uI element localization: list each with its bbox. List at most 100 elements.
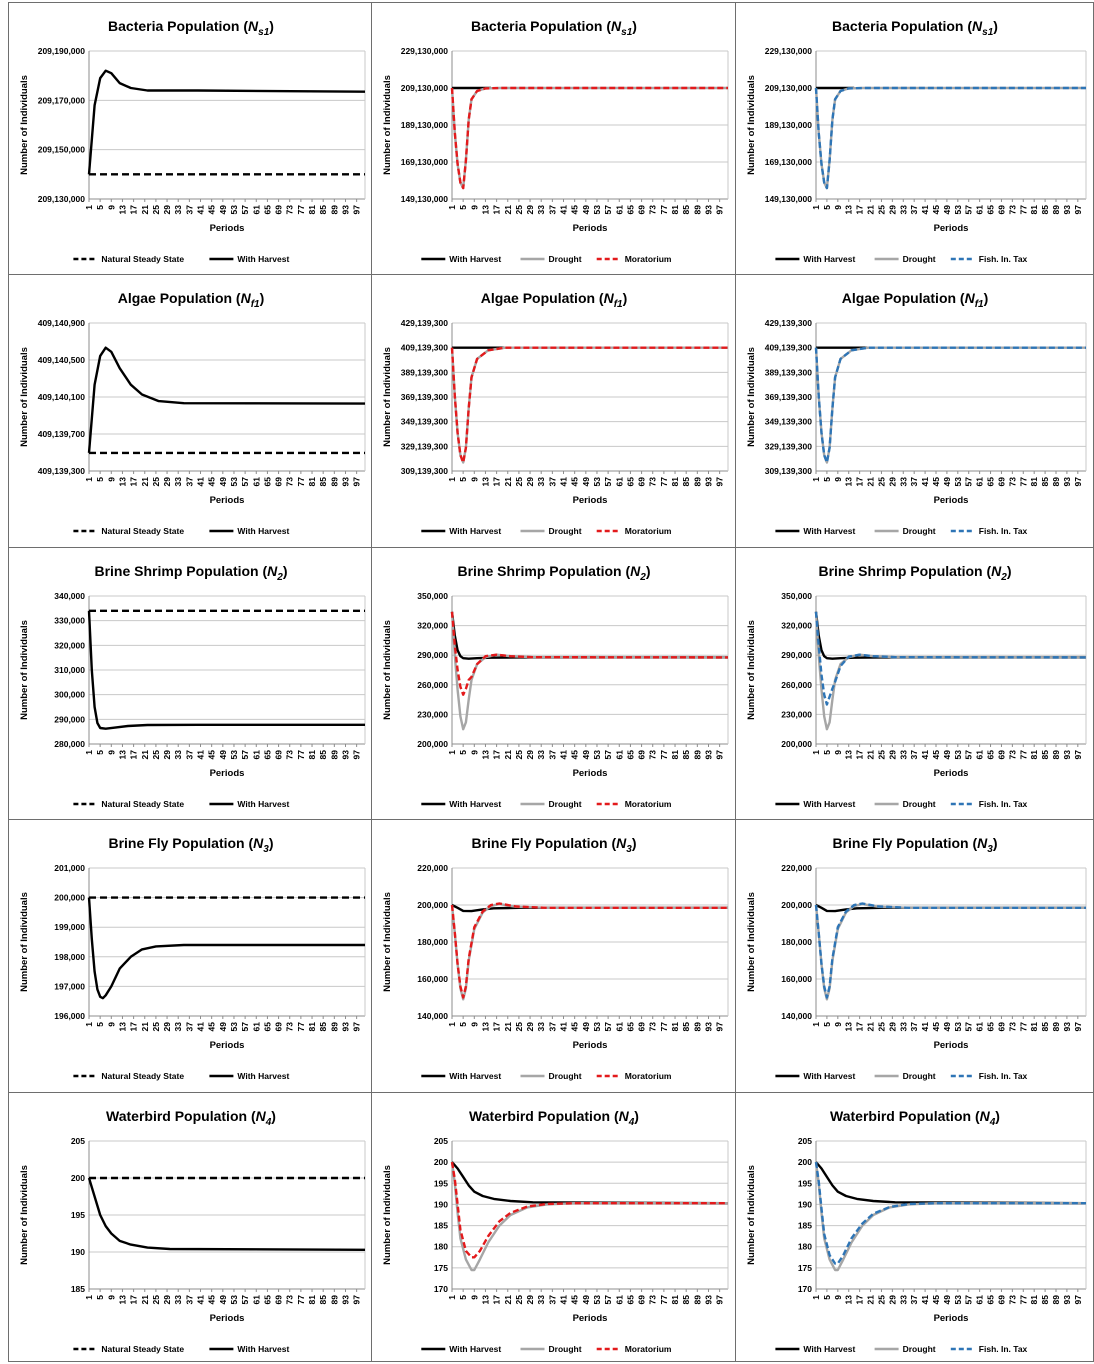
x-tick-label: 85 <box>318 205 328 215</box>
x-tick-label: 49 <box>581 477 591 487</box>
x-axis-title: Periods <box>573 1040 608 1051</box>
x-axis-title: Periods <box>210 495 245 506</box>
chart-svg-c32: Brine Fly Population (N3) 140,000 160,000 1… <box>746 835 1087 1081</box>
x-tick-label: 1 <box>447 477 457 482</box>
legend-label: Drought <box>903 1344 936 1354</box>
x-tick-label: 13 <box>844 1022 854 1032</box>
x-tick-label: 33 <box>536 205 546 215</box>
x-tick-label: 29 <box>525 750 535 760</box>
series-line-drought <box>814 86 1086 190</box>
x-tick-label: 5 <box>822 477 832 482</box>
chart-title: Bacteria Population (Ns1) <box>471 18 637 38</box>
x-tick-label: 41 <box>920 1022 930 1032</box>
x-tick-label: 13 <box>117 750 127 760</box>
y-tick-label: 190 <box>71 1247 85 1257</box>
x-tick-label: 9 <box>469 477 479 482</box>
x-tick-label: 21 <box>866 1022 876 1032</box>
x-tick-label: 49 <box>581 205 591 215</box>
y-tick-label: 290,000 <box>417 650 448 660</box>
legend-label: Drought <box>549 526 582 536</box>
x-tick-label: 37 <box>547 477 557 487</box>
y-tick-label: 189,130,000 <box>765 120 813 130</box>
x-tick-label: 69 <box>274 1295 284 1305</box>
x-tick-label: 37 <box>184 477 194 487</box>
y-tick-label: 140,000 <box>417 1011 448 1021</box>
y-tick-label: 290,000 <box>781 650 812 660</box>
x-tick-label: 25 <box>151 1295 161 1305</box>
y-tick-label: 309,139,300 <box>765 466 813 476</box>
y-tick-label: 300,000 <box>54 690 85 700</box>
x-tick-label: 65 <box>986 477 996 487</box>
x-tick-label: 53 <box>592 205 602 215</box>
x-tick-label: 5 <box>822 205 832 210</box>
x-tick-label: 45 <box>570 750 580 760</box>
x-tick-label: 29 <box>162 1295 172 1305</box>
x-tick-label: 61 <box>614 205 624 215</box>
x-tick-label: 29 <box>525 477 535 487</box>
x-tick-label: 21 <box>866 1295 876 1305</box>
chart-svg-c42: Waterbird Population (N4)170175180185190… <box>746 1108 1087 1354</box>
chart-panel-c21: Brine Shrimp Population (N2) 200,000 230,0… <box>372 548 736 820</box>
x-tick-label: 65 <box>625 477 635 487</box>
y-tick-label: 260,000 <box>781 680 812 690</box>
y-tick-label: 320,000 <box>54 640 85 650</box>
x-tick-label: 29 <box>525 205 535 215</box>
x-tick-label: 5 <box>95 1295 105 1300</box>
x-tick-label: 21 <box>866 477 876 487</box>
legend-label: Fish. In. Tax <box>979 526 1028 536</box>
x-tick-label: 81 <box>670 750 680 760</box>
y-tick-label: 209,150,000 <box>38 145 86 155</box>
x-tick-label: 65 <box>625 205 635 215</box>
x-tick-label: 9 <box>833 477 843 482</box>
x-tick-label: 77 <box>659 477 669 487</box>
x-tick-label: 41 <box>559 205 569 215</box>
x-tick-label: 45 <box>931 477 941 487</box>
series-line-harvest <box>815 903 1086 913</box>
legend-label: With Harvest <box>449 526 501 536</box>
y-axis-title: Number of Individuals <box>382 620 393 720</box>
y-tick-label: 409,139,300 <box>765 343 813 353</box>
x-tick-label: 57 <box>603 477 613 487</box>
x-tick-label: 77 <box>659 750 669 760</box>
y-tick-label: 389,139,300 <box>401 367 449 377</box>
legend-label: With Harvest <box>449 1071 501 1081</box>
legend-label: Fish. In. Tax <box>979 799 1028 809</box>
x-tick-label: 13 <box>844 750 854 760</box>
x-tick-label: 29 <box>887 1295 897 1305</box>
x-tick-label: 65 <box>986 750 996 760</box>
x-tick-label: 33 <box>536 750 546 760</box>
legend-label: Natural Steady State <box>101 799 184 809</box>
x-tick-label: 93 <box>703 1295 713 1305</box>
x-tick-label: 21 <box>503 205 513 215</box>
x-tick-label: 9 <box>833 1022 843 1027</box>
x-tick-label: 69 <box>996 205 1006 215</box>
legend-label: With Harvest <box>803 1344 855 1354</box>
chart-panel-c20: Brine Shrimp Population (N2) 280,000 290,0… <box>8 548 372 820</box>
x-tick-label: 1 <box>447 205 457 210</box>
x-axis-title: Periods <box>934 768 969 779</box>
x-tick-label: 81 <box>1029 205 1039 215</box>
series-line-moratorium <box>450 902 728 999</box>
x-tick-label: 37 <box>909 205 919 215</box>
x-tick-label: 37 <box>547 1022 557 1032</box>
x-tick-label: 25 <box>151 477 161 487</box>
x-tick-label: 13 <box>480 1022 490 1032</box>
x-tick-label: 97 <box>715 1022 725 1032</box>
legend-label: Drought <box>549 1344 582 1354</box>
x-tick-label: 49 <box>218 750 228 760</box>
chart-title: Brine Fly Population (N3) <box>832 835 997 855</box>
chart-svg-c02: Bacteria Population (Ns1) 149,130,000 169,… <box>746 18 1087 264</box>
series-line-drought <box>450 86 728 190</box>
x-tick-label: 21 <box>140 1022 150 1032</box>
y-tick-label: 369,139,300 <box>401 392 449 402</box>
x-tick-label: 77 <box>659 1295 669 1305</box>
series-line-moratorium <box>450 1161 728 1259</box>
x-tick-label: 45 <box>207 1022 217 1032</box>
x-tick-label: 77 <box>1018 477 1028 487</box>
y-tick-label: 189,130,000 <box>401 120 449 130</box>
chart-svg-c12: Algae Population (Nf1) 309,139,300 329,139… <box>746 290 1087 536</box>
x-tick-label: 89 <box>329 1022 339 1032</box>
y-tick-label: 169,130,000 <box>401 157 449 167</box>
x-tick-label: 81 <box>1029 1295 1039 1305</box>
x-tick-label: 69 <box>637 477 647 487</box>
